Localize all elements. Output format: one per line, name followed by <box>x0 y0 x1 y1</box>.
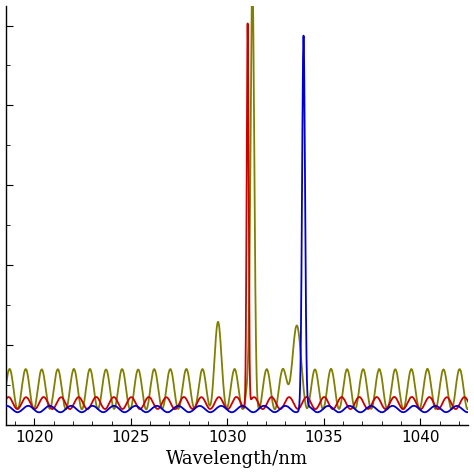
X-axis label: Wavelength/nm: Wavelength/nm <box>166 450 308 468</box>
